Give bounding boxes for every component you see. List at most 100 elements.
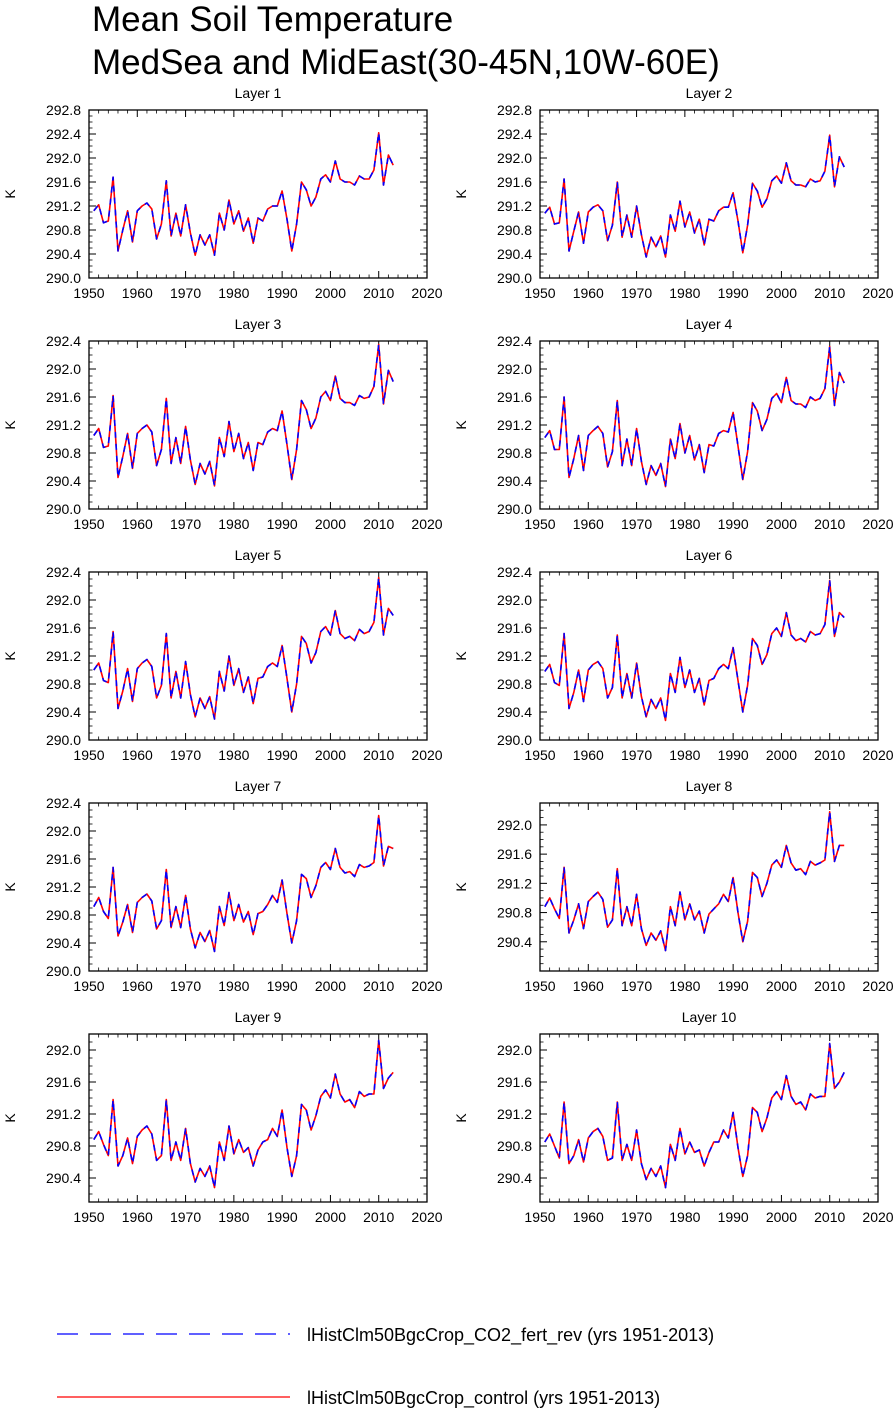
x-tick-label: 2000 bbox=[315, 1209, 346, 1225]
x-tick-label: 1960 bbox=[573, 747, 604, 763]
panel-title: Layer 6 bbox=[686, 547, 733, 563]
x-tick-label: 2000 bbox=[766, 516, 797, 532]
x-tick-label: 1980 bbox=[218, 1209, 249, 1225]
x-tick-label: 2020 bbox=[411, 747, 442, 763]
series-line-control bbox=[93, 1039, 394, 1189]
x-tick-label: 1950 bbox=[73, 1209, 104, 1225]
plot-frame bbox=[539, 802, 879, 972]
y-tick-label: 292.0 bbox=[46, 361, 81, 377]
y-tick-label: 290.4 bbox=[46, 935, 81, 951]
y-tick-label: 290.0 bbox=[46, 732, 81, 748]
panel-grid: Layer 1 K 1950 1960 1970 1980 1990 2000 2010 2020… bbox=[2, 85, 894, 1225]
y-tick-label: 290.0 bbox=[46, 501, 81, 517]
panel-layer-2: Layer 2 K 1950 1960 1970 1980 1990 2000 2010 2020… bbox=[453, 85, 894, 301]
panel-layer-5: Layer 5 K 1950 1960 1970 1980 1990 2000 2010 2020… bbox=[2, 547, 443, 763]
y-tick-label: 291.2 bbox=[46, 879, 81, 895]
figure-title-line1: Mean Soil Temperature bbox=[92, 0, 453, 39]
y-tick-label: 291.6 bbox=[497, 620, 532, 636]
series-line-co2-fert-rev bbox=[93, 814, 394, 953]
x-tick-label: 1970 bbox=[621, 747, 652, 763]
x-tick-label: 1950 bbox=[73, 747, 104, 763]
y-tick-label: 291.2 bbox=[497, 198, 532, 214]
series-line-co2-fert-rev bbox=[93, 132, 394, 256]
panel-layer-7: Layer 7 K 1950 1960 1970 1980 1990 2000 2010 2020… bbox=[2, 778, 443, 994]
panel-title: Layer 10 bbox=[682, 1009, 737, 1025]
y-tick-label: 291.6 bbox=[497, 174, 532, 190]
series-line-control bbox=[93, 132, 394, 256]
y-axis-label: K bbox=[453, 189, 469, 199]
y-tick-label: 290.0 bbox=[497, 732, 532, 748]
plot-frame bbox=[539, 1033, 879, 1203]
x-tick-label: 1990 bbox=[267, 978, 298, 994]
x-tick-label: 1980 bbox=[218, 978, 249, 994]
x-tick-label: 1990 bbox=[718, 978, 749, 994]
x-tick-label: 1960 bbox=[573, 516, 604, 532]
x-tick-label: 1960 bbox=[122, 747, 153, 763]
y-tick-label: 290.4 bbox=[497, 1170, 532, 1186]
y-tick-label: 291.6 bbox=[497, 1074, 532, 1090]
y-axis-label: K bbox=[2, 189, 18, 199]
panel-layer-3: Layer 3 K 1950 1960 1970 1980 1990 2000 2010 2020… bbox=[2, 316, 443, 532]
y-tick-label: 291.6 bbox=[46, 389, 81, 405]
x-tick-label: 1970 bbox=[170, 747, 201, 763]
y-tick-label: 291.6 bbox=[497, 846, 532, 862]
x-tick-label: 1970 bbox=[170, 285, 201, 301]
x-tick-label: 2000 bbox=[766, 747, 797, 763]
x-tick-label: 2010 bbox=[814, 516, 845, 532]
x-tick-label: 1950 bbox=[73, 285, 104, 301]
x-tick-label: 1980 bbox=[669, 1209, 700, 1225]
plot-frame bbox=[88, 1033, 428, 1203]
y-tick-label: 291.6 bbox=[46, 174, 81, 190]
y-axis-label: K bbox=[2, 420, 18, 430]
y-axis-label: K bbox=[2, 882, 18, 892]
series-line-control bbox=[544, 579, 845, 722]
series-line-control bbox=[544, 345, 845, 488]
x-tick-label: 1980 bbox=[669, 285, 700, 301]
panel-title: Layer 3 bbox=[235, 316, 282, 332]
x-tick-label: 1950 bbox=[524, 978, 555, 994]
series-line-co2-fert-rev bbox=[544, 1042, 845, 1189]
y-tick-label: 291.6 bbox=[46, 851, 81, 867]
series-line-control bbox=[544, 810, 845, 952]
series-line-co2-fert-rev bbox=[544, 579, 845, 722]
x-tick-label: 2010 bbox=[363, 516, 394, 532]
x-tick-label: 2000 bbox=[766, 978, 797, 994]
x-tick-label: 2020 bbox=[862, 978, 893, 994]
x-tick-label: 2010 bbox=[814, 285, 845, 301]
y-tick-label: 290.8 bbox=[497, 222, 532, 238]
series-line-control bbox=[544, 1042, 845, 1189]
x-tick-label: 1970 bbox=[621, 285, 652, 301]
x-tick-label: 1950 bbox=[524, 516, 555, 532]
panel-title: Layer 9 bbox=[235, 1009, 282, 1025]
y-tick-label: 290.4 bbox=[497, 473, 532, 489]
y-tick-label: 290.8 bbox=[46, 222, 81, 238]
y-tick-label: 290.8 bbox=[497, 1138, 532, 1154]
y-tick-label: 290.4 bbox=[46, 246, 81, 262]
x-tick-label: 1990 bbox=[267, 1209, 298, 1225]
y-tick-label: 291.6 bbox=[46, 620, 81, 636]
panel-layer-8: Layer 8 K 1950 1960 1970 1980 1990 2000 2010 2020… bbox=[453, 778, 894, 994]
y-tick-label: 292.0 bbox=[46, 592, 81, 608]
y-tick-label: 290.0 bbox=[46, 963, 81, 979]
y-tick-label: 291.2 bbox=[46, 417, 81, 433]
x-tick-label: 1980 bbox=[669, 978, 700, 994]
x-tick-label: 1970 bbox=[621, 1209, 652, 1225]
y-tick-label: 290.4 bbox=[497, 934, 532, 950]
x-tick-label: 1950 bbox=[524, 285, 555, 301]
x-tick-label: 1980 bbox=[218, 747, 249, 763]
y-tick-label: 290.4 bbox=[497, 704, 532, 720]
series-line-co2-fert-rev bbox=[93, 576, 394, 720]
x-tick-label: 2010 bbox=[363, 747, 394, 763]
x-tick-label: 2020 bbox=[862, 285, 893, 301]
figure-title-line2: MedSea and MidEast(30-45N,10W-60E) bbox=[92, 43, 720, 82]
series-line-co2-fert-rev bbox=[93, 343, 394, 487]
x-tick-label: 2000 bbox=[315, 285, 346, 301]
y-axis-label: K bbox=[453, 1113, 469, 1123]
x-tick-label: 1950 bbox=[73, 516, 104, 532]
x-tick-label: 2000 bbox=[315, 516, 346, 532]
legend: lHistClm50BgcCrop_CO2_fert_rev (yrs 1951… bbox=[57, 1325, 714, 1409]
y-tick-label: 292.4 bbox=[497, 126, 532, 142]
x-tick-label: 2000 bbox=[315, 747, 346, 763]
series-line-co2-fert-rev bbox=[93, 1039, 394, 1189]
